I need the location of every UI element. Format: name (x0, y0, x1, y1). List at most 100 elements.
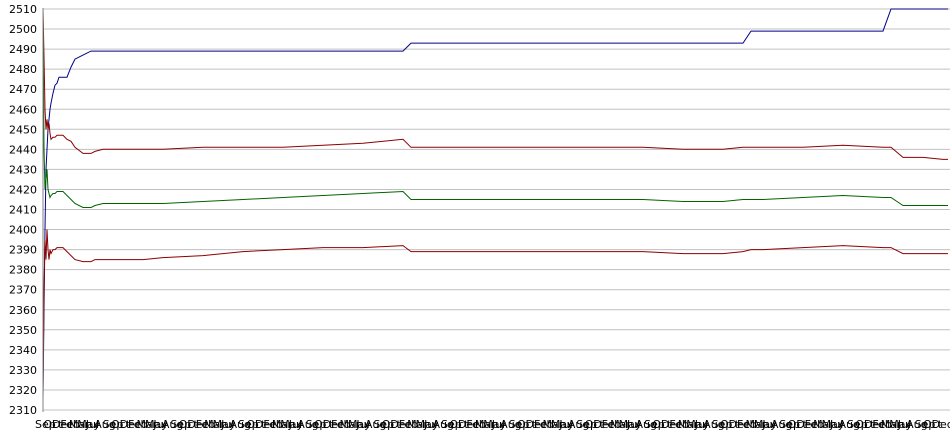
x-tick-label: Feb (534, 418, 553, 431)
x-tick-label: May (213, 418, 236, 431)
x-tick-label: Aug (906, 418, 927, 431)
x-tick-label: Jul (423, 418, 437, 431)
x-tick-label: May (280, 418, 303, 431)
x-tick-label: Dec (52, 418, 73, 431)
x-tick-label: Feb (331, 418, 350, 431)
x-tick-label: Jul (220, 418, 234, 431)
x-tick-label: Dec (932, 418, 950, 431)
x-tick-label: Oct (179, 418, 199, 431)
x-tick-label: Feb (196, 418, 215, 431)
x-tick-label: Aug (433, 418, 454, 431)
x-axis-ticks: SepOctDecFebMarMayJulAugSepOctDecFebMarM… (35, 418, 950, 431)
y-tick-label: 2310 (9, 404, 37, 417)
x-tick-label: Feb (399, 418, 418, 431)
x-tick-label: Sep (847, 418, 868, 431)
series-line-1 (42, 8, 948, 401)
y-tick-label: 2400 (9, 224, 37, 237)
y-tick-label: 2340 (9, 344, 37, 357)
y-tick-label: 2380 (9, 264, 37, 277)
x-tick-label: Oct (923, 418, 943, 431)
x-tick-label: Dec (390, 418, 411, 431)
x-tick-label: Sep (238, 418, 259, 431)
x-tick-label: Aug (365, 418, 386, 431)
y-tick-label: 2490 (9, 43, 37, 56)
y-tick-label: 2480 (9, 63, 37, 76)
y-tick-label: 2430 (9, 163, 37, 176)
x-tick-label: Aug (839, 418, 860, 431)
y-tick-label: 2330 (9, 364, 37, 377)
x-tick-label: May (77, 418, 100, 431)
x-tick-label: Oct (585, 418, 605, 431)
x-tick-label: Dec (661, 418, 682, 431)
x-tick-label: Sep (509, 418, 530, 431)
x-tick-label: Jul (694, 418, 708, 431)
x-tick-label: Jul (288, 418, 302, 431)
x-tick-label: Feb (737, 418, 756, 431)
x-tick-label: Oct (246, 418, 266, 431)
x-tick-label: May (551, 418, 574, 431)
series-lines (42, 8, 948, 401)
x-tick-label: May (348, 418, 371, 431)
y-tick-label: 2420 (9, 183, 37, 196)
x-tick-label: Dec (796, 418, 817, 431)
x-tick-label: Jul (491, 418, 505, 431)
x-tick-label: Oct (382, 418, 402, 431)
x-tick-label: Sep (103, 418, 124, 431)
x-tick-label: Sep (35, 418, 56, 431)
series-line-3 (42, 8, 948, 208)
y-tick-label: 2470 (9, 83, 37, 96)
x-tick-label: Dec (458, 418, 479, 431)
y-tick-label: 2360 (9, 304, 37, 317)
x-tick-label: Aug (500, 418, 521, 431)
x-tick-label: Mar (339, 418, 360, 431)
y-tick-label: 2410 (9, 204, 37, 217)
x-tick-label: Sep (915, 418, 936, 431)
x-tick-label: Jul (355, 418, 369, 431)
x-tick-label: Feb (128, 418, 147, 431)
x-tick-label: Aug (297, 418, 318, 431)
x-tick-label: Aug (568, 418, 589, 431)
x-tick-label: Feb (872, 418, 891, 431)
x-tick-label: Mar (813, 418, 834, 431)
series-line-2 (42, 8, 948, 160)
x-tick-label: Jul (897, 418, 911, 431)
x-tick-label: Oct (720, 418, 740, 431)
x-tick-label: Aug (636, 418, 657, 431)
y-tick-label: 2460 (9, 103, 37, 116)
x-tick-label: Dec (323, 418, 344, 431)
x-tick-label: Oct (788, 418, 808, 431)
x-tick-label: Mar (272, 418, 293, 431)
x-tick-label: May (889, 418, 912, 431)
x-tick-label: Feb (466, 418, 485, 431)
x-tick-label: Mar (69, 418, 90, 431)
y-tick-label: 2370 (9, 284, 37, 297)
x-tick-label: May (416, 418, 439, 431)
x-tick-label: Sep (170, 418, 191, 431)
x-tick-label: Mar (204, 418, 225, 431)
x-tick-label: May (754, 418, 777, 431)
x-tick-label: Dec (187, 418, 208, 431)
x-tick-label: Mar (678, 418, 699, 431)
x-tick-label: Oct (517, 418, 537, 431)
x-tick-label: Mar (610, 418, 631, 431)
x-tick-label: Sep (441, 418, 462, 431)
x-tick-label: Sep (576, 418, 597, 431)
x-tick-label: Mar (475, 418, 496, 431)
x-tick-label: Jul (558, 418, 572, 431)
x-tick-label: Sep (373, 418, 394, 431)
x-tick-label: Jul (626, 418, 640, 431)
x-tick-label: Oct (111, 418, 131, 431)
x-tick-label: Dec (729, 418, 750, 431)
x-tick-label: Jul (85, 418, 99, 431)
x-tick-label: May (483, 418, 506, 431)
x-tick-label: Dec (120, 418, 141, 431)
x-tick-label: Mar (542, 418, 563, 431)
y-tick-label: 2390 (9, 244, 37, 257)
x-tick-label: Sep (644, 418, 665, 431)
y-axis-ticks: 2310 2320 2330 2340 2350 2360 2370 2380 2390 2400… (9, 3, 37, 417)
y-tick-label: 2510 (9, 3, 37, 16)
x-tick-label: Dec (864, 418, 885, 431)
x-tick-label: Aug (703, 418, 724, 431)
x-tick-label: Jul (761, 418, 775, 431)
